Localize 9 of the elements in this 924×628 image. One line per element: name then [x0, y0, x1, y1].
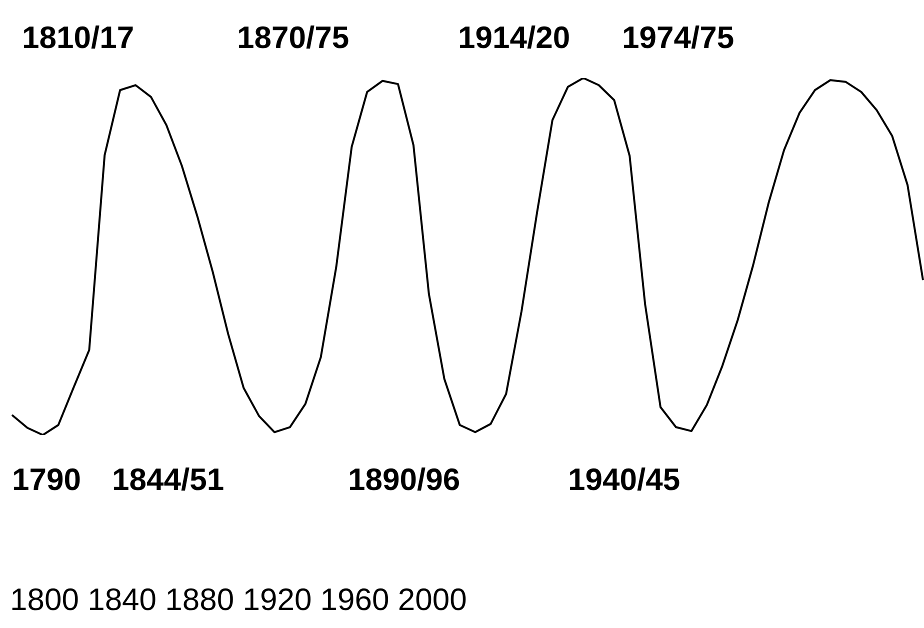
- text: 1974/75: [622, 20, 734, 55]
- text: 1810/17: [22, 20, 134, 55]
- text: 1940/45: [568, 462, 680, 497]
- text: 1844/51: [112, 462, 224, 497]
- text: 1914/20: [458, 20, 570, 55]
- text: 1870/75: [237, 20, 350, 55]
- text: 1800 1840 1880 1920 1960 2000: [10, 582, 467, 617]
- text: 1890/96: [348, 462, 460, 497]
- text: 1790: [12, 462, 81, 497]
